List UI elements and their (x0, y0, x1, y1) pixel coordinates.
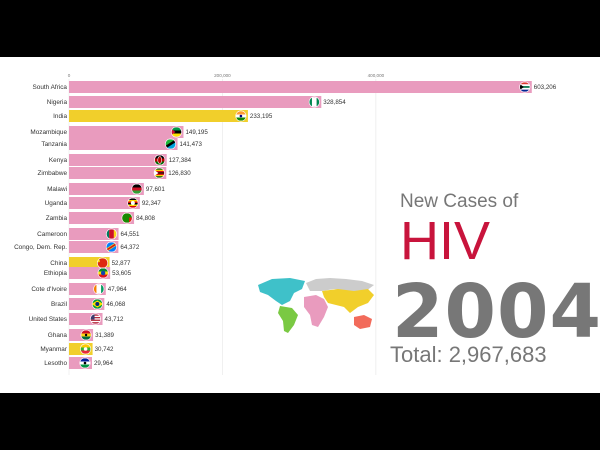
map-region-africa (304, 295, 328, 327)
flag-lesotho-icon (79, 357, 91, 369)
chart-subtitle: New Cases of (400, 191, 519, 212)
flag-zambia-icon (121, 212, 133, 224)
bar-tanzania (69, 138, 178, 150)
bar-nigeria (69, 96, 322, 108)
value-label: 233,195 (250, 113, 273, 120)
value-label: 328,854 (323, 99, 346, 106)
flag-south-africa-icon (519, 81, 531, 93)
value-label: 126,830 (168, 170, 191, 177)
total-label: Total: 2,967,683 (390, 342, 547, 367)
flag-uganda-icon (127, 197, 139, 209)
video-frame: 0 200,000 400,000 South Africa 603,206 Nigeri… (0, 57, 600, 393)
value-label: 603,206 (534, 84, 557, 91)
category-label: Ghana (48, 332, 68, 339)
value-label: 30,742 (95, 346, 114, 353)
bar-kenya (69, 154, 167, 166)
value-label: 46,068 (106, 301, 125, 308)
bar-mozambique (69, 126, 184, 138)
value-label: 97,601 (146, 186, 165, 193)
value-label: 52,877 (112, 260, 131, 267)
category-label: Tanzania (41, 141, 67, 148)
value-label: 29,964 (94, 360, 113, 367)
chart-title: HIV (400, 211, 491, 271)
category-label: Mozambique (30, 129, 67, 136)
bar-zimbabwe (69, 167, 167, 179)
flag-myanmar-icon (80, 343, 92, 355)
bar-congo-dr (69, 241, 119, 253)
category-label: Kenya (49, 157, 68, 164)
value-label: 64,372 (120, 244, 139, 251)
bar-zambia (69, 212, 135, 224)
map-region-north-america (258, 278, 305, 305)
value-label: 64,551 (121, 231, 140, 238)
category-label: Congo, Dem. Rep. (14, 244, 67, 251)
chart-title-block: New Cases of HIV (388, 191, 588, 271)
category-label: South Africa (33, 84, 68, 91)
category-label: United States (29, 316, 67, 323)
category-label: Ethiopia (44, 270, 68, 277)
map-region-oceania (354, 315, 372, 329)
value-label: 53,605 (112, 270, 131, 277)
bar-uganda (69, 197, 140, 209)
flag-ethiopia-icon (97, 267, 109, 279)
flag-nigeria-icon (308, 96, 320, 108)
category-label: Nigeria (47, 99, 68, 106)
flag-india-icon (235, 110, 247, 122)
bar-malawi (69, 183, 144, 195)
bar-cameroon (69, 228, 119, 240)
year-label: 2004 (392, 269, 600, 355)
map-region-asia (322, 289, 374, 313)
flag-cameroon-icon (106, 228, 118, 240)
value-label: 141,473 (180, 141, 203, 148)
flag-kenya-icon (154, 154, 166, 166)
category-label: Myanmar (40, 346, 68, 353)
value-label: 84,808 (136, 215, 155, 222)
category-label: Brazil (51, 301, 67, 308)
category-label: India (53, 113, 67, 120)
flag-ghana-icon (80, 329, 92, 341)
category-label: Uganda (45, 200, 68, 207)
x-tick-label: 400,000 (368, 73, 385, 78)
world-map-icon (258, 278, 374, 333)
bars-layer (69, 81, 532, 369)
map-region-europe (306, 278, 374, 291)
bar-india (69, 110, 248, 122)
value-label: 149,195 (185, 129, 208, 136)
value-label: 31,389 (95, 332, 114, 339)
flag-mozambique-icon (170, 126, 182, 138)
category-label: Cameroon (37, 231, 67, 238)
flag-brazil-icon (91, 298, 103, 310)
flag-malawi-icon (131, 183, 143, 195)
x-tick-label: 200,000 (214, 73, 231, 78)
flag-cote-divoire-icon (93, 283, 105, 295)
value-label: 127,384 (169, 157, 192, 164)
bar-south-africa (69, 81, 532, 93)
value-label: 47,964 (108, 286, 127, 293)
bar-chart: 0 200,000 400,000 South Africa 603,206 Nigeri… (14, 73, 557, 375)
map-region-south-america (278, 306, 298, 333)
category-label: Cote d'Ivoire (31, 286, 67, 293)
category-label: Zimbabwe (38, 170, 68, 177)
category-label: China (50, 260, 67, 267)
category-label: Lesotho (44, 360, 67, 367)
category-label: Malawi (47, 186, 67, 193)
flag-china-icon (97, 257, 109, 269)
value-label: 43,712 (105, 316, 124, 323)
flag-zimbabwe-icon (153, 167, 165, 179)
category-label: Zambia (46, 215, 68, 222)
x-tick-label: 0 (68, 73, 71, 78)
flag-usa-icon (90, 313, 102, 325)
value-label: 92,347 (142, 200, 161, 207)
